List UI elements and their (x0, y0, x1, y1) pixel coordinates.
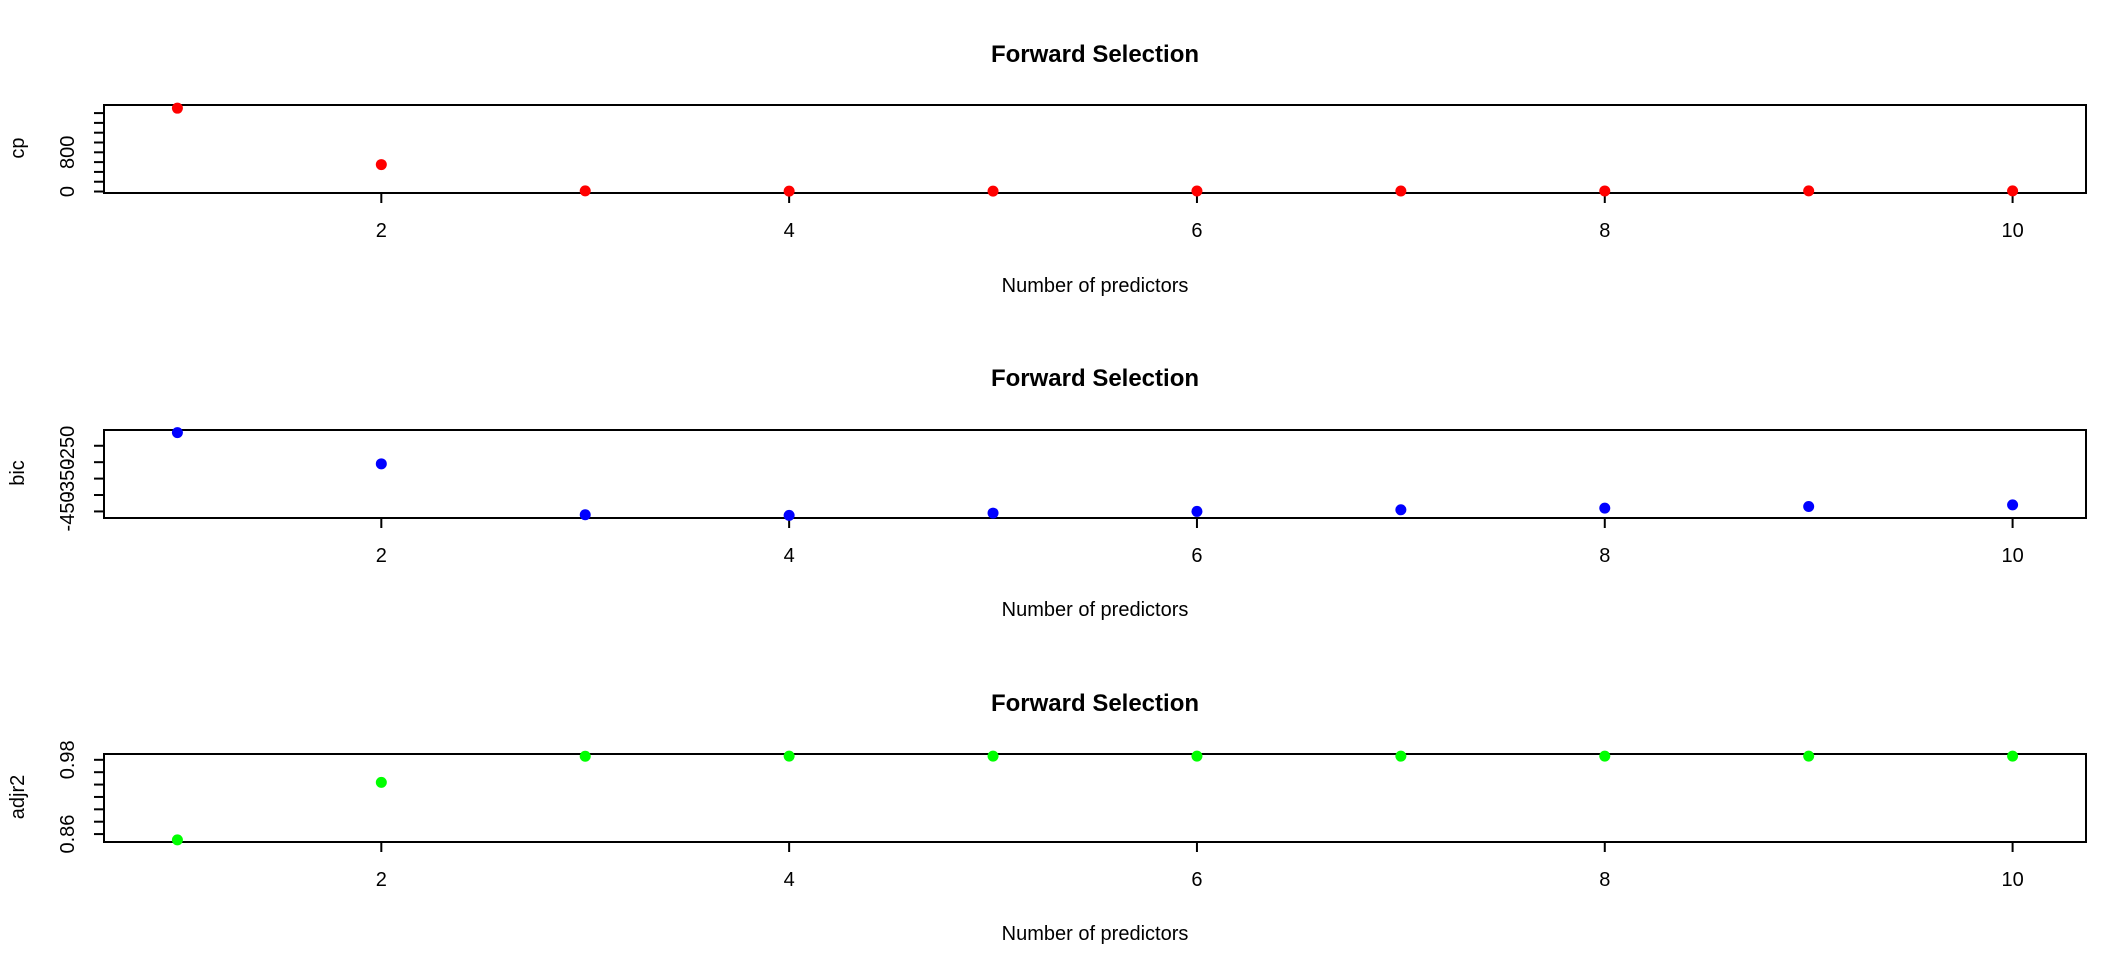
data-point (783, 509, 795, 521)
plot-area (103, 429, 2087, 519)
data-point (579, 185, 591, 197)
y-axis-label: adjr2 (7, 775, 29, 819)
x-axis-label: Number of predictors (1002, 275, 1189, 297)
data-point (2007, 750, 2019, 762)
x-tick-label: 8 (1599, 220, 1610, 242)
plot-area (103, 753, 2087, 843)
data-point (1395, 504, 1407, 516)
data-point (579, 509, 591, 521)
data-point (2007, 499, 2019, 511)
data-point (1803, 501, 1815, 513)
data-point (579, 750, 591, 762)
data-point (783, 750, 795, 762)
marks-layer: 2 4 6 8 10 0.86 0.98 (57, 740, 2024, 891)
y-tick-label: -450 (57, 491, 79, 531)
data-point (1599, 185, 1611, 197)
data-point (1395, 185, 1407, 197)
marks-layer: 2 4 6 8 10 -450-350-250 (57, 426, 2024, 567)
x-tick-label: 10 (2001, 869, 2023, 891)
chart-title: Forward Selection (991, 365, 1199, 392)
data-point (1803, 185, 1815, 197)
chart-title: Forward Selection (991, 41, 1199, 68)
panel-cp: Forward Selection cp Number of predictor… (7, 41, 2087, 297)
data-point (1803, 750, 1815, 762)
data-point (1395, 750, 1407, 762)
y-tick-label: 0 (57, 186, 79, 197)
data-point (1599, 750, 1611, 762)
data-point (987, 750, 999, 762)
data-point (1191, 505, 1203, 517)
data-point (1191, 750, 1203, 762)
x-tick-label: 4 (784, 545, 795, 567)
data-point (171, 834, 183, 846)
plot-area (103, 104, 2087, 194)
data-point (987, 185, 999, 197)
data-point (783, 185, 795, 197)
panel-bic: Forward Selection bic Number of predicto… (7, 365, 2087, 621)
data-point (171, 102, 183, 114)
x-tick-label: 6 (1191, 545, 1202, 567)
data-point (375, 458, 387, 470)
chart-title: Forward Selection (991, 690, 1199, 717)
x-tick-label: 2 (376, 220, 387, 242)
y-tick-label: 0.86 (57, 815, 79, 854)
x-tick-label: 6 (1191, 220, 1202, 242)
panel-adjr2: Forward Selection adjr2 Number of predic… (7, 690, 2087, 945)
data-point (171, 427, 183, 439)
data-point (987, 507, 999, 519)
y-tick-label: 0.98 (57, 740, 79, 779)
x-axis-label: Number of predictors (1002, 599, 1189, 621)
x-tick-label: 6 (1191, 869, 1202, 891)
x-tick-label: 8 (1599, 545, 1610, 567)
y-axis-label: bic (7, 460, 29, 486)
data-point (2007, 185, 2019, 197)
x-axis-label: Number of predictors (1002, 923, 1189, 945)
x-tick-label: 8 (1599, 869, 1610, 891)
data-point (375, 776, 387, 788)
data-point (1599, 502, 1611, 514)
x-tick-label: 2 (376, 545, 387, 567)
data-point (375, 159, 387, 171)
x-tick-label: 4 (784, 220, 795, 242)
x-tick-label: 10 (2001, 545, 2023, 567)
x-tick-label: 2 (376, 869, 387, 891)
x-tick-label: 4 (784, 869, 795, 891)
data-point (1191, 185, 1203, 197)
x-tick-label: 10 (2001, 220, 2023, 242)
y-tick-label: -350 (57, 459, 79, 499)
marks-layer: 2 4 6 8 10 0 800 (57, 102, 2024, 242)
y-tick-label: -250 (57, 426, 79, 466)
y-axis-label: cp (7, 137, 29, 158)
y-tick-label: 800 (57, 136, 79, 169)
